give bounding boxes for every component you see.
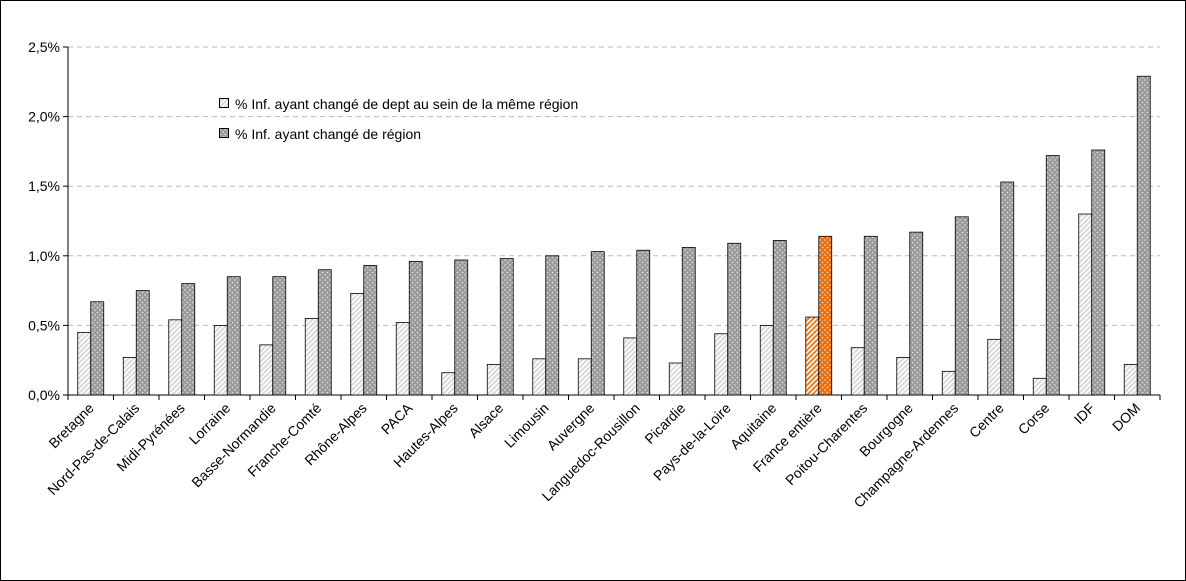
y-tick-label: 0,5% (28, 317, 60, 333)
bar (454, 259, 469, 396)
y-tick-label: 0,0% (28, 387, 60, 403)
bar (863, 235, 878, 396)
bar (941, 370, 956, 396)
bar (772, 240, 787, 396)
legend-label: % Inf. ayant changé de région (235, 126, 422, 142)
bar (590, 251, 605, 396)
bar (714, 333, 729, 396)
y-tick-label: 1,5% (28, 178, 60, 194)
bar (122, 357, 137, 396)
legend-swatch-box (219, 128, 229, 138)
bar (987, 338, 1002, 396)
x-tick-label: PACA (378, 399, 416, 437)
bar (441, 372, 456, 396)
bar (1032, 377, 1047, 396)
x-tick-label: Basse-Normandie (188, 400, 279, 491)
legend-item: % Inf. ayant changé de dept au sein de l… (219, 93, 629, 115)
x-tick-label: Pays-de-la-Loire (650, 400, 734, 484)
x-tick-label: Alsace (465, 400, 506, 441)
bar (168, 319, 183, 396)
bar (818, 235, 833, 396)
bar (850, 347, 865, 396)
y-tick-label: 2,0% (28, 109, 60, 125)
bar (363, 265, 378, 396)
bar (896, 357, 911, 396)
bar (759, 324, 774, 396)
bar (1136, 75, 1151, 396)
x-tick-label: Poitou-Charentes (782, 400, 870, 488)
bar (499, 258, 514, 396)
bar (1123, 363, 1138, 396)
bar (805, 316, 820, 396)
bar (1045, 155, 1060, 396)
bar (668, 362, 683, 396)
y-tick-label: 1,0% (28, 248, 60, 264)
legend-item: % Inf. ayant changé de région (219, 123, 629, 145)
legend: % Inf. ayant changé de dept au sein de l… (219, 93, 629, 153)
x-tick-label: Centre (966, 400, 1007, 441)
bar (135, 290, 150, 396)
bar (1091, 149, 1106, 396)
bar (226, 276, 241, 396)
bar (486, 363, 501, 396)
legend-label: % Inf. ayant changé de dept au sein de l… (235, 96, 579, 112)
bar (181, 283, 196, 396)
bar (350, 292, 365, 396)
bar (317, 269, 332, 396)
bar (727, 242, 742, 396)
bar (545, 255, 560, 396)
bar (623, 337, 638, 396)
bar (681, 247, 696, 396)
bar (636, 249, 651, 396)
bar (954, 216, 969, 396)
bar (213, 324, 228, 396)
bar (577, 358, 592, 396)
bar (1078, 213, 1093, 396)
legend-swatch (219, 128, 229, 138)
bar (1000, 181, 1015, 396)
x-tick-label: Corse (1015, 400, 1053, 438)
bar (304, 318, 319, 396)
bar (395, 322, 410, 396)
legend-swatch (219, 98, 229, 108)
bar (90, 301, 105, 396)
bar (408, 260, 423, 396)
legend-swatch-box (219, 98, 229, 108)
y-tick-label: 2,5% (28, 39, 60, 55)
bar (272, 276, 287, 396)
bar (259, 344, 274, 396)
bar (909, 231, 924, 396)
bar (532, 358, 547, 396)
x-tick-label: IDF (1071, 400, 1098, 427)
bar (77, 331, 92, 396)
x-tick-label: DOM (1109, 400, 1143, 434)
